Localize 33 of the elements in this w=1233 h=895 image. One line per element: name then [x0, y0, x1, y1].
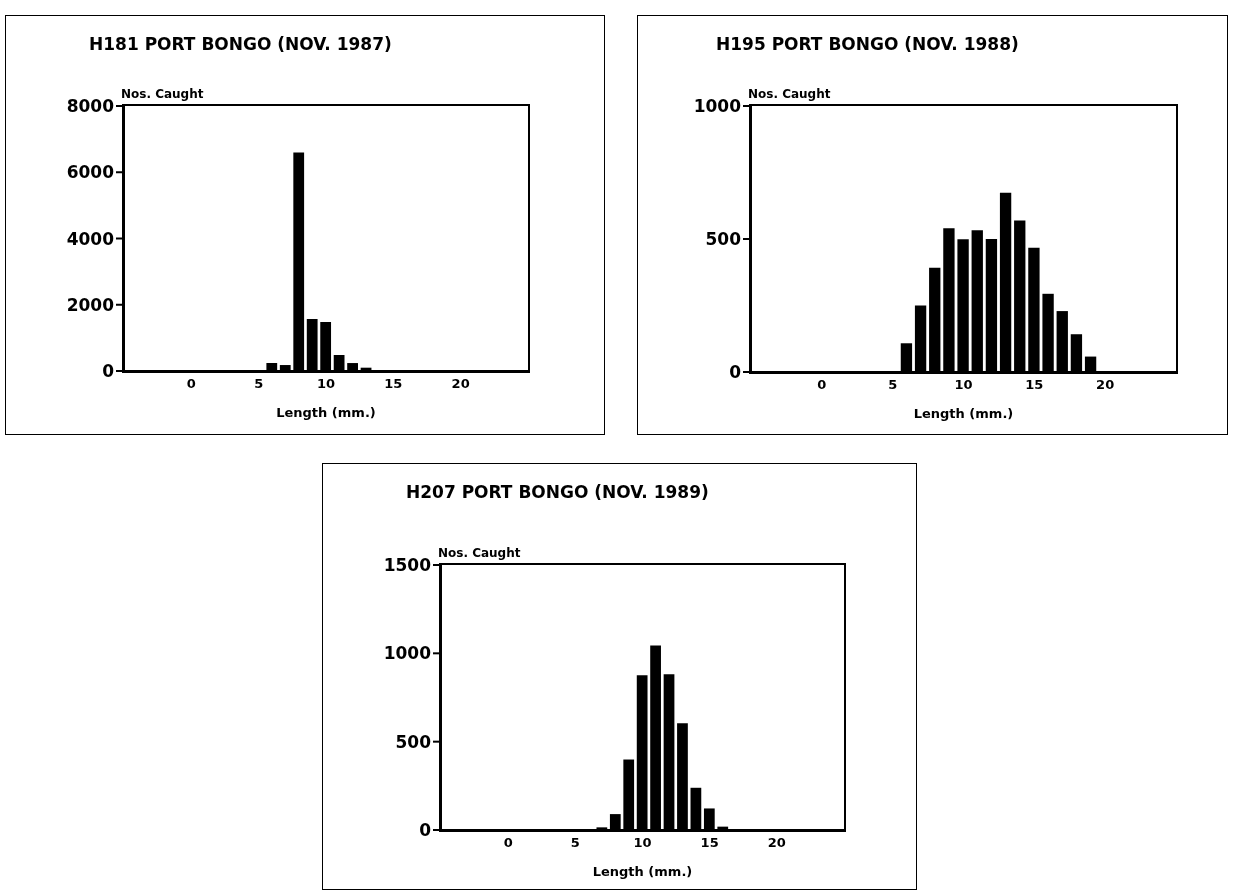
x-tick-label: 0 [186, 376, 196, 392]
x-tick-label: 10 [316, 376, 336, 392]
x-tick-label: 0 [817, 377, 827, 393]
x-tick-label: 10 [633, 835, 652, 851]
x-tick-label: 20 [767, 835, 786, 851]
y-tick-label: 500 [705, 229, 742, 250]
chart-title: H195 PORT BONGO (NOV. 1988) [716, 34, 1019, 54]
x-tick-label: 5 [888, 377, 898, 393]
y-tick-label: 2000 [66, 294, 115, 315]
x-axis-title: Length (mm.) [912, 406, 1015, 421]
x-tick-label: 15 [700, 835, 719, 851]
y-tick-label: 1000 [693, 96, 742, 117]
x-tick-label: 0 [503, 835, 513, 851]
y-tick-label: 8000 [66, 96, 115, 117]
y-tick-label: 1000 [383, 643, 432, 664]
x-axis-title: Length (mm.) [275, 405, 377, 420]
y-tick-label: 1500 [383, 555, 432, 576]
y-axis-title: Nos. Caught [438, 546, 521, 560]
chart-title: H207 PORT BONGO (NOV. 1989) [406, 482, 709, 502]
x-tick-label: 5 [254, 376, 264, 392]
x-tick-label: 15 [1025, 377, 1044, 393]
y-tick-label: 4000 [66, 228, 115, 249]
chart-title: H181 PORT BONGO (NOV. 1987) [89, 34, 392, 54]
x-tick-label: 10 [954, 377, 973, 393]
x-axis-title: Length (mm.) [591, 864, 694, 879]
x-tick-label: 15 [384, 376, 403, 392]
x-tick-label: 20 [451, 376, 470, 392]
y-axis-title: Nos. Caught [121, 87, 204, 101]
x-tick-label: 5 [570, 835, 580, 851]
y-axis-title: Nos. Caught [748, 87, 831, 101]
y-tick-label: 6000 [66, 162, 115, 183]
x-tick-label: 20 [1096, 377, 1115, 393]
y-tick-label: 500 [395, 731, 432, 752]
